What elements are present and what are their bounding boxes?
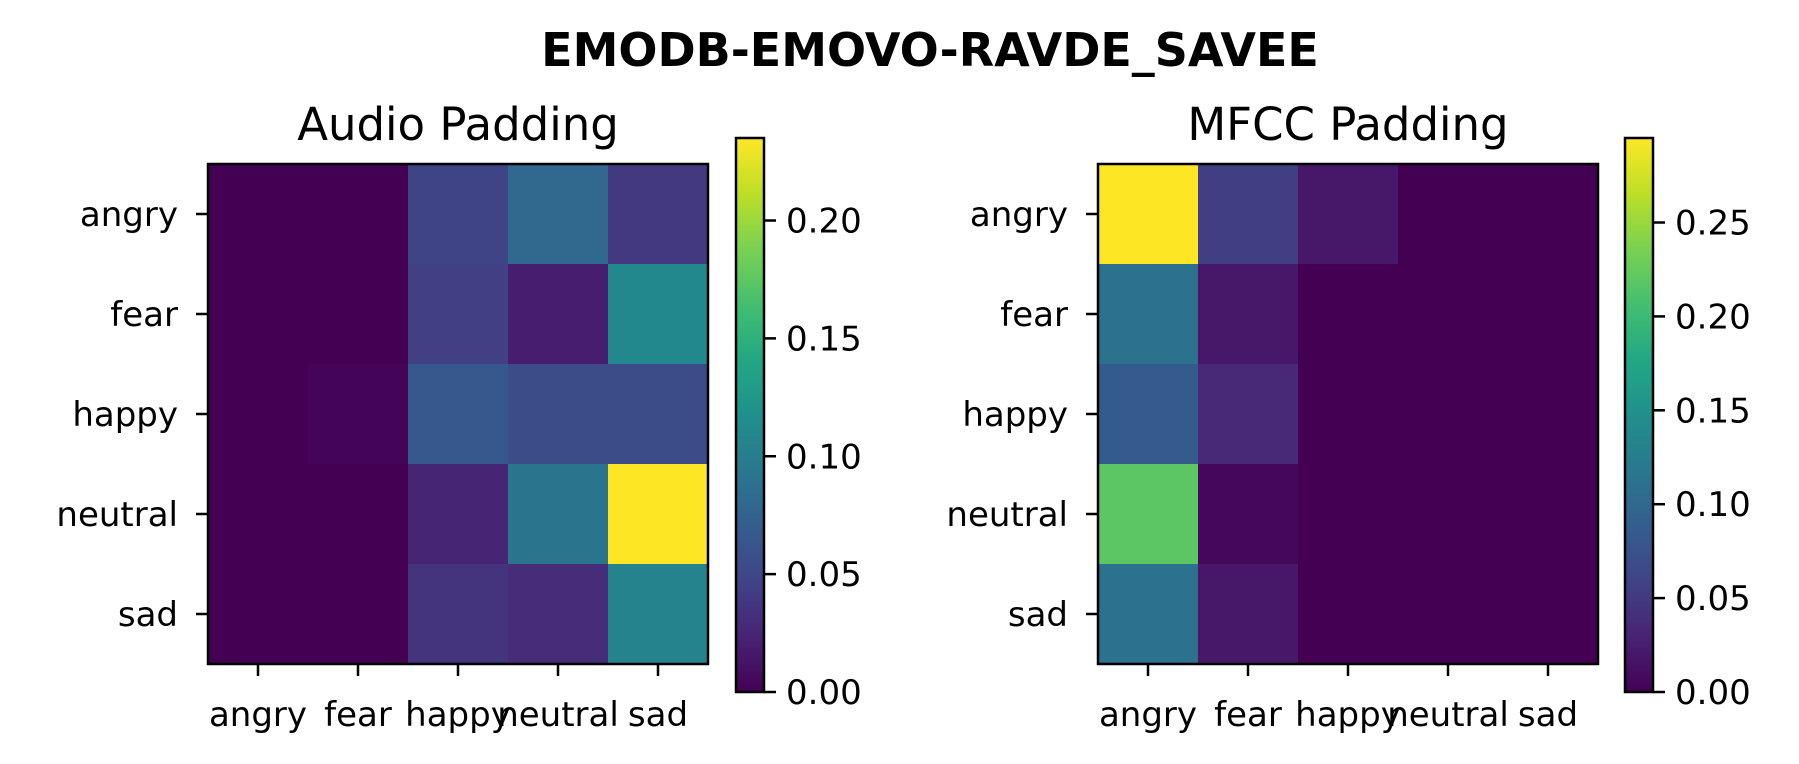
panel-title: Audio Padding [297,98,619,151]
heatmap-cell [608,464,709,565]
colorbar-tick-label: 0.05 [786,555,862,595]
colorbar [1623,136,1655,694]
heatmap-cell [1398,464,1499,565]
y-tick-label: fear [110,295,178,335]
x-tick-label: angry [209,695,307,735]
panel-title: MFCC Padding [1187,98,1508,151]
heatmap-cell [408,164,509,265]
heatmap-cell [508,164,609,265]
heatmap-cell [1498,564,1599,665]
colorbar-tick-label: 0.00 [1675,673,1751,713]
x-tick-label: neutral [497,695,619,735]
x-tick-label: sad [628,695,688,735]
x-tick-label: happy [405,695,511,735]
y-tick-label: neutral [946,495,1068,535]
colorbar-tick-label: 0.25 [1675,204,1751,244]
heatmap-cell [208,464,309,565]
heatmap-cell [1498,264,1599,365]
heatmap-cell [1298,164,1399,265]
figure-suptitle: EMODB-EMOVO-RAVDE_SAVEE [541,23,1319,77]
heatmap-cell [408,464,509,565]
heatmap-cell [1298,264,1399,365]
colorbar-tick-label: 0.20 [1675,297,1751,337]
heatmap-cell [1298,364,1399,465]
heatmap-cell [1098,464,1199,565]
heatmap-cell [1498,464,1599,565]
heatmap-cell [1098,164,1199,265]
heatmap-cell [208,164,309,265]
heatmap-cell [1398,364,1499,465]
heatmap-cell [508,564,609,665]
heatmap-cell [1398,264,1499,365]
heatmap-cell [508,364,609,465]
colorbar-tick-label: 0.05 [1675,579,1751,619]
x-tick-label: sad [1518,695,1578,735]
x-tick-label: neutral [1387,695,1509,735]
heatmap-cell [1198,164,1299,265]
heatmap-cell [1298,464,1399,565]
heatmap-cell [1498,364,1599,465]
colorbar [734,136,766,694]
colorbar-tick-label: 0.15 [1675,391,1751,431]
heatmap-cell [1398,564,1499,665]
y-tick-label: sad [118,595,178,635]
y-tick-label: sad [1008,595,1068,635]
heatmap-cell [308,564,409,665]
heatmap-cell [1498,164,1599,265]
mfcc-padding-panel: MFCC Paddingangryfearhappyneutralsadangr… [946,98,1750,735]
y-tick-label: angry [80,195,178,235]
heatmap-cell [1098,564,1199,665]
y-tick-label: neutral [56,495,178,535]
heatmap-cell [408,564,509,665]
heatmap-cell [608,564,709,665]
colorbar-tick-label: 0.10 [1675,485,1751,525]
heatmap-cell [1198,364,1299,465]
heatmap-cell [308,264,409,365]
heatmap-cell [208,264,309,365]
heatmap-cell [1398,164,1499,265]
heatmap-cell [608,364,709,465]
heatmap-cell [308,464,409,565]
heatmap-cell [1198,464,1299,565]
heatmap-cell [208,564,309,665]
colorbar-tick-label: 0.20 [786,202,862,242]
colorbar-tick-label: 0.15 [786,319,862,359]
heatmap-cell [1198,264,1299,365]
heatmap-cell [1298,564,1399,665]
x-tick-label: fear [324,695,392,735]
heatmap-cell [408,264,509,365]
colorbar-tick-label: 0.00 [786,673,862,713]
y-tick-label: fear [1000,295,1068,335]
y-tick-label: happy [962,395,1068,435]
y-tick-label: happy [72,395,178,435]
colorbar-tick-label: 0.10 [786,437,862,477]
heatmap-cell [408,364,509,465]
heatmap-cell [1198,564,1299,665]
x-tick-label: angry [1099,695,1197,735]
heatmap-cell [508,264,609,365]
heatmap-cell [308,364,409,465]
heatmap-cell [608,264,709,365]
heatmap-cell [1098,264,1199,365]
heatmap-cell [208,364,309,465]
x-tick-label: fear [1214,695,1282,735]
heatmap-cell [608,164,709,265]
y-tick-label: angry [970,195,1068,235]
x-tick-label: happy [1295,695,1401,735]
heatmap-cell [1098,364,1199,465]
audio-padding-panel: Audio Paddingangryfearhappyneutralsadang… [56,98,861,735]
heatmap-cell [508,464,609,565]
heatmap-cell [308,164,409,265]
